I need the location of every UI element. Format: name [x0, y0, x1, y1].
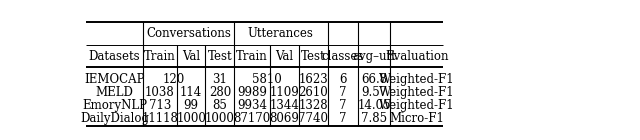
Text: Test: Test	[301, 50, 325, 63]
Text: 9.57: 9.57	[361, 86, 387, 99]
Text: 14.05: 14.05	[358, 99, 391, 112]
Text: 99: 99	[184, 99, 198, 112]
Text: 66.8: 66.8	[362, 73, 387, 86]
Text: Weighted-F1: Weighted-F1	[379, 86, 454, 99]
Text: 1623: 1623	[298, 73, 328, 86]
Text: DailyDialog: DailyDialog	[80, 112, 149, 125]
Text: 9989: 9989	[237, 86, 267, 99]
Text: 114: 114	[180, 86, 202, 99]
Text: MELD: MELD	[95, 86, 133, 99]
Text: 31: 31	[212, 73, 227, 86]
Text: Weighted-F1: Weighted-F1	[379, 99, 454, 112]
Text: classes: classes	[322, 50, 364, 63]
Text: 7: 7	[339, 86, 347, 99]
Text: 85: 85	[212, 99, 227, 112]
Text: 1109: 1109	[269, 86, 300, 99]
Text: 1000: 1000	[176, 112, 206, 125]
Text: 1038: 1038	[145, 86, 175, 99]
Text: 713: 713	[148, 99, 171, 112]
Text: avg–utt: avg–utt	[353, 50, 396, 63]
Text: EmoryNLP: EmoryNLP	[82, 99, 147, 112]
Text: Val: Val	[275, 50, 293, 63]
Text: Conversations: Conversations	[146, 27, 231, 40]
Text: Train: Train	[236, 50, 268, 63]
Text: 1328: 1328	[298, 99, 328, 112]
Text: 1344: 1344	[269, 99, 300, 112]
Text: Utterances: Utterances	[248, 27, 314, 40]
Text: IEMOCAP: IEMOCAP	[84, 73, 145, 86]
Text: 11118: 11118	[141, 112, 179, 125]
Text: 7: 7	[339, 112, 347, 125]
Text: Weighted-F1: Weighted-F1	[379, 73, 454, 86]
Text: 280: 280	[209, 86, 231, 99]
Text: Datasets: Datasets	[89, 50, 140, 63]
Text: 1000: 1000	[205, 112, 235, 125]
Text: 87170: 87170	[234, 112, 271, 125]
Text: Val: Val	[182, 50, 200, 63]
Text: Train: Train	[144, 50, 176, 63]
Text: Evaluation: Evaluation	[385, 50, 449, 63]
Text: 2610: 2610	[298, 86, 328, 99]
Text: 8069: 8069	[269, 112, 300, 125]
Text: 5810: 5810	[252, 73, 282, 86]
Text: 120: 120	[163, 73, 186, 86]
Text: 9934: 9934	[237, 99, 267, 112]
Text: 7: 7	[339, 99, 347, 112]
Text: 7740: 7740	[298, 112, 328, 125]
Text: Test: Test	[207, 50, 232, 63]
Text: 6: 6	[339, 73, 347, 86]
Text: 7.85: 7.85	[362, 112, 387, 125]
Text: Micro-F1: Micro-F1	[389, 112, 444, 125]
